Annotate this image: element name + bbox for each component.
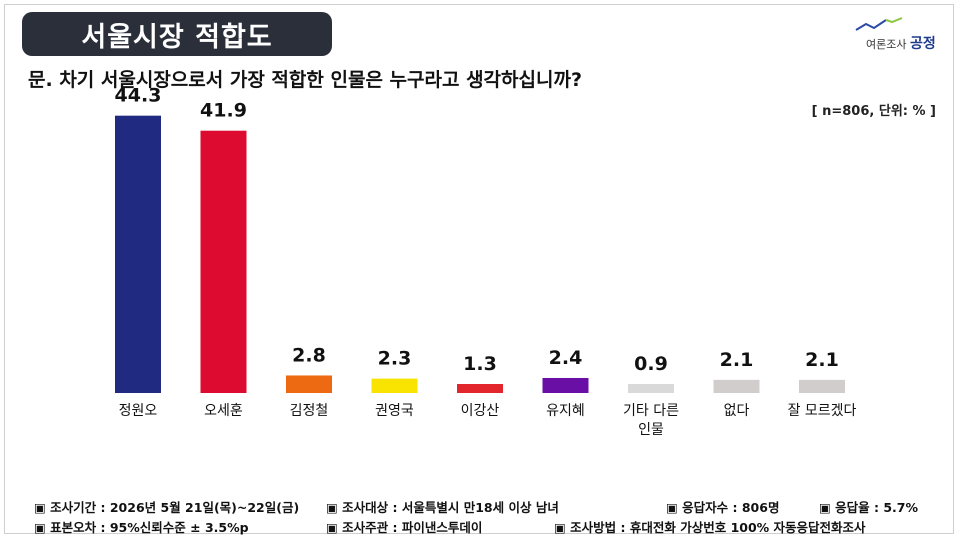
data-label-3: 2.8	[292, 344, 326, 366]
poll-logo: 여론조사 공정	[866, 33, 936, 53]
survey-question: 문. 차기 서울시장으로서 가장 적합한 인물은 누구라고 생각하십니까?	[28, 69, 582, 91]
bar-4	[371, 378, 418, 393]
footer-survey-period: ▣ 조사기간 : 2026년 5월 21일(목)~22일(금)	[34, 500, 300, 515]
bar-8	[713, 379, 760, 393]
category-label-1: 정원오	[119, 403, 158, 419]
poll-logo-icon	[855, 17, 903, 31]
data-label-9: 2.1	[805, 349, 839, 371]
data-label-2: 41.9	[200, 100, 247, 122]
bar-2	[200, 130, 247, 393]
footer-sponsor: ▣ 조사주관 : 파이낸스투데이	[326, 520, 483, 535]
slide-frame	[4, 4, 954, 534]
data-label-4: 2.3	[378, 348, 412, 370]
logo-small-text: 여론조사	[866, 38, 907, 51]
bar-6	[542, 377, 589, 393]
data-label-7: 0.9	[634, 353, 668, 375]
category-label-2: 오세훈	[204, 403, 243, 419]
category-label-8: 없다	[724, 403, 750, 419]
data-label-8: 2.1	[720, 349, 754, 371]
footer-response-rate: ▣ 응답율 : 5.7%	[819, 500, 919, 515]
category-label-5: 이강산	[461, 403, 500, 419]
page-title: 서울시장 적합도	[22, 12, 332, 56]
bar-3	[286, 375, 332, 393]
bar-9	[799, 379, 845, 393]
bar-1	[115, 115, 161, 393]
category-label-7-line-1: 기타 다른	[623, 403, 679, 419]
footer-survey-target: ▣ 조사대상 : 서울특별시 만18세 이상 남녀	[326, 500, 559, 515]
data-label-5: 1.3	[463, 353, 497, 375]
category-label-7-line-2: 인물	[638, 422, 664, 438]
data-label-6: 2.4	[549, 347, 583, 369]
category-label-6: 유지혜	[546, 403, 585, 419]
bar-5	[457, 384, 503, 393]
bar-7	[628, 384, 674, 393]
footer-respondents: ▣ 응답자수 : 806명	[666, 500, 780, 515]
data-label-1: 44.3	[115, 85, 162, 107]
category-label-4: 권영국	[375, 403, 414, 419]
footer-method: ▣ 조사방법 : 휴대전화 가상번호 100% 자동응답전화조사	[554, 520, 866, 535]
category-label-3: 김정철	[290, 403, 329, 419]
category-label-9: 잘 모르겠다	[788, 403, 857, 419]
sample-info: [ n=806, 단위: % ]	[811, 104, 936, 119]
logo-brand-text: 공정	[909, 36, 936, 52]
footer-sampling-error: ▣ 표본오차 : 95%신뢰수준 ± 3.5%p	[34, 520, 249, 535]
